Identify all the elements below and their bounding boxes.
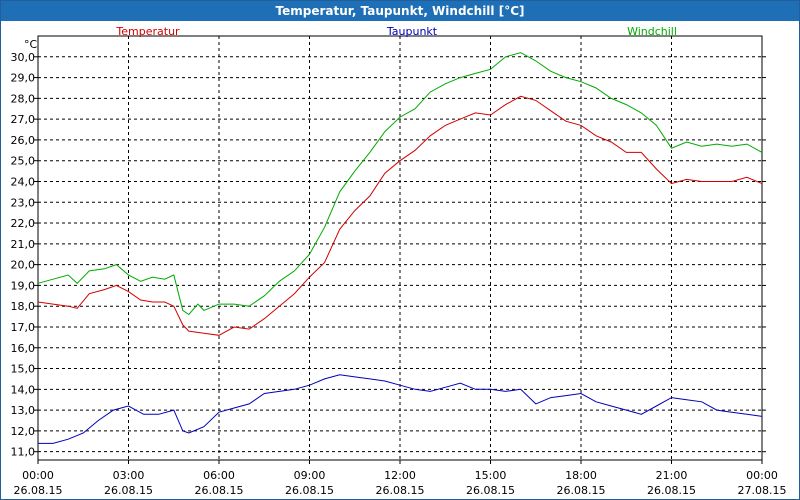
y-tick-label: 30,0 [11, 51, 36, 64]
x-tick-date: 27.08.15 [738, 484, 787, 497]
y-tick-label: 20,0 [11, 259, 36, 272]
x-tick-time: 15:00 [475, 469, 507, 482]
y-tick-label: 21,0 [11, 238, 36, 251]
y-axis: 11,0 12,0 13,0 14,0 15,0 16,0 17,0 18,0 19,0 20,0… [11, 51, 766, 459]
series-group [37, 52, 763, 444]
y-tick-label: 11,0 [11, 446, 36, 459]
series-line-temperatur [37, 95, 763, 336]
grid [38, 36, 762, 460]
x-tick-date: 26.08.15 [104, 484, 153, 497]
y-tick-label: 14,0 [11, 383, 36, 396]
y-tick-label: 12,0 [11, 425, 36, 438]
y-tick-label: 16,0 [11, 342, 36, 355]
y-tick-label: 23,0 [11, 196, 36, 209]
y-tick-label: 15,0 [11, 363, 36, 376]
y-tick-label: 28,0 [11, 92, 36, 105]
y-tick-label: 29,0 [11, 72, 36, 85]
x-tick-date: 26.08.15 [557, 484, 606, 497]
x-tick-time: 00:00 [746, 469, 778, 482]
x-tick-date: 26.08.15 [285, 484, 334, 497]
x-tick-time: 03:00 [113, 469, 145, 482]
legend-item-taupunkt: Taupunkt [386, 25, 438, 38]
series-line-windchill [37, 52, 763, 316]
x-tick-time: 09:00 [294, 469, 326, 482]
x-tick-date: 26.08.15 [647, 484, 696, 497]
legend: Temperatur Taupunkt Windchill [115, 25, 677, 38]
y-axis-label: °C [24, 38, 38, 51]
x-axis: 00:00 26.08.15 03:00 26.08.15 06:00 26.08.15 0… [14, 460, 787, 497]
y-tick-label: 22,0 [11, 217, 36, 230]
y-tick-label: 26,0 [11, 134, 36, 147]
y-tick-label: 24,0 [11, 175, 36, 188]
y-tick-label: 25,0 [11, 155, 36, 168]
legend-item-windchill: Windchill [627, 25, 677, 38]
y-tick-label: 19,0 [11, 279, 36, 292]
x-tick-time: 06:00 [203, 469, 235, 482]
x-tick-date: 26.08.15 [466, 484, 515, 497]
x-tick-date: 26.08.15 [14, 484, 63, 497]
x-tick-date: 26.08.15 [376, 484, 425, 497]
x-tick-time: 00:00 [22, 469, 54, 482]
x-tick-time: 12:00 [384, 469, 416, 482]
y-tick-label: 13,0 [11, 404, 36, 417]
x-tick-time: 21:00 [656, 469, 688, 482]
x-tick-time: 18:00 [565, 469, 597, 482]
series-line-taupunkt [38, 374, 763, 444]
legend-item-temperatur: Temperatur [115, 25, 180, 38]
x-tick-date: 26.08.15 [195, 484, 244, 497]
y-tick-label: 17,0 [11, 321, 36, 334]
y-tick-label: 27,0 [11, 113, 36, 126]
y-tick-label: 18,0 [11, 300, 36, 313]
chart-title: Temperatur, Taupunkt, Windchill [°C] [1, 1, 799, 21]
